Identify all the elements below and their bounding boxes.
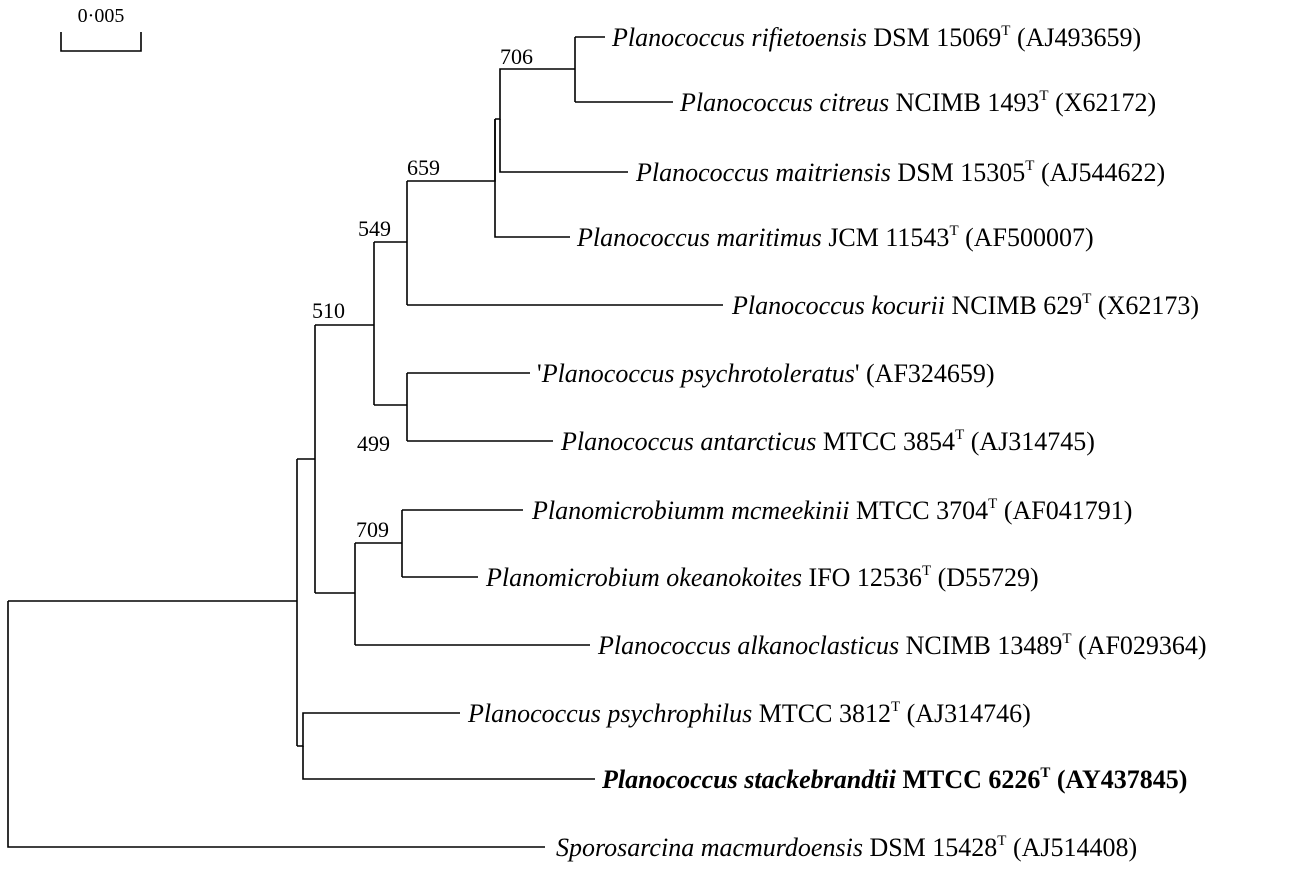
taxon-accession: (AJ514408): [1006, 833, 1137, 862]
taxon-name: Planococcus maritimus: [576, 223, 822, 252]
taxon-label: 'Planococcus psychrotoleratus' (AF324659…: [537, 359, 995, 388]
type-strain-mark: T: [988, 496, 997, 512]
taxon-strain: MTCC 3704: [849, 496, 988, 525]
taxon-prefix: ': [537, 359, 542, 388]
scale-bar-line: [60, 32, 142, 52]
taxon-name: Planomicrobium okeanokoites: [485, 563, 802, 592]
taxon-strain: DSM 15428: [863, 833, 997, 862]
taxon-accession: (AF500007): [959, 223, 1094, 252]
taxon-name: Planococcus maitriensis: [635, 158, 891, 187]
taxon-strain: MTCC 6226: [896, 765, 1040, 794]
taxon-name: Planococcus rifietoensis: [611, 23, 867, 52]
taxon-name: Planococcus antarcticus: [560, 427, 816, 456]
taxon-label: Planomicrobium okeanokoites IFO 12536T (…: [485, 563, 1039, 592]
taxon-accession: (AJ493659): [1010, 23, 1141, 52]
taxon-labels: Planococcus rifietoensis DSM 15069T (AJ4…: [467, 23, 1207, 862]
bootstrap-value: 499: [357, 431, 390, 456]
taxon-name: Planomicrobiumm mcmeekinii: [531, 496, 849, 525]
taxon-accession: (AY437845): [1050, 765, 1187, 794]
branch-root-outgroup: [7, 601, 545, 848]
branch-maritimus: [494, 119, 570, 238]
taxon-strain: MTCC 3812: [752, 699, 891, 728]
branch-stackebrandtii: [302, 746, 595, 780]
taxon-label: Planococcus kocurii NCIMB 629T (X62173): [731, 291, 1199, 320]
taxon-label: Planococcus alkanoclasticus NCIMB 13489T…: [597, 631, 1207, 660]
taxon-strain: NCIMB 13489: [899, 631, 1062, 660]
taxon-accession: (D55729): [931, 563, 1039, 592]
taxon-accession: (AF029364): [1072, 631, 1207, 660]
type-strain-mark: T: [1062, 631, 1071, 647]
taxon-accession: (AF041791): [997, 496, 1132, 525]
type-strain-mark: T: [949, 223, 958, 239]
taxon-label: Planococcus rifietoensis DSM 15069T (AJ4…: [611, 23, 1141, 52]
taxon-label: Planococcus maritimus JCM 11543T (AF5000…: [576, 223, 1094, 252]
taxon-label: Planococcus maitriensis DSM 15305T (AJ54…: [635, 158, 1165, 187]
taxon-strain: ' (AF324659): [855, 359, 995, 388]
scale-bar: 0·005: [60, 5, 142, 52]
type-strain-mark: T: [955, 427, 964, 443]
taxon-name: Planococcus citreus: [679, 88, 889, 117]
type-strain-mark: T: [1082, 291, 1091, 307]
taxon-strain: IFO 12536: [802, 563, 922, 592]
type-strain-mark: T: [997, 833, 1006, 849]
taxon-accession: (AJ314746): [900, 699, 1031, 728]
taxon-name: Sporosarcina macmurdoensis: [556, 833, 863, 862]
tree-branches: [7, 36, 723, 848]
type-strain-mark: T: [1001, 23, 1010, 39]
taxon-name: Planococcus psychrophilus: [467, 699, 752, 728]
type-strain-mark: T: [1025, 158, 1034, 174]
taxon-strain: MTCC 3854: [816, 427, 955, 456]
taxon-name: Planococcus alkanoclasticus: [597, 631, 899, 660]
type-strain-mark: T: [922, 563, 931, 579]
taxon-accession: (X62172): [1049, 88, 1157, 117]
taxon-strain: NCIMB 1493: [889, 88, 1039, 117]
branch-psychrophilus: [297, 712, 460, 747]
type-strain-mark: T: [1040, 765, 1050, 781]
bootstrap-values: 706 659 549 510 499 709: [312, 44, 533, 542]
taxon-label-highlighted: Planococcus stackebrandtii MTCC 6226T (A…: [601, 765, 1187, 794]
taxon-strain: JCM 11543: [822, 223, 950, 252]
taxon-name: Planococcus stackebrandtii: [601, 765, 897, 794]
taxon-label: Planomicrobiumm mcmeekinii MTCC 3704T (A…: [531, 496, 1132, 525]
taxon-accession: (AJ544622): [1034, 158, 1165, 187]
scale-bar-label: 0·005: [78, 5, 125, 27]
bootstrap-value: 549: [358, 216, 391, 241]
taxon-label: Sporosarcina macmurdoensis DSM 15428T (A…: [556, 833, 1137, 862]
bootstrap-value: 709: [356, 517, 389, 542]
taxon-strain: NCIMB 629: [945, 291, 1082, 320]
taxon-name: Planococcus psychrotoleratus: [541, 359, 855, 388]
type-strain-mark: T: [1039, 88, 1048, 104]
taxon-accession: (X62173): [1091, 291, 1199, 320]
type-strain-mark: T: [891, 699, 900, 715]
bootstrap-value: 706: [500, 44, 533, 69]
branch-maitriensis: [499, 119, 628, 173]
taxon-accession: (AJ314745): [964, 427, 1095, 456]
taxon-strain: DSM 15305: [891, 158, 1025, 187]
bootstrap-value: 510: [312, 298, 345, 323]
taxon-name: Planococcus kocurii: [731, 291, 945, 320]
taxon-strain: DSM 15069: [867, 23, 1001, 52]
bootstrap-value: 659: [407, 155, 440, 180]
branch-to-706: [495, 68, 575, 120]
taxon-label: Planococcus psychrophilus MTCC 3812T (AJ…: [467, 699, 1031, 728]
taxon-label: Planococcus citreus NCIMB 1493T (X62172): [679, 88, 1156, 117]
taxon-label: Planococcus antarcticus MTCC 3854T (AJ31…: [560, 427, 1095, 456]
